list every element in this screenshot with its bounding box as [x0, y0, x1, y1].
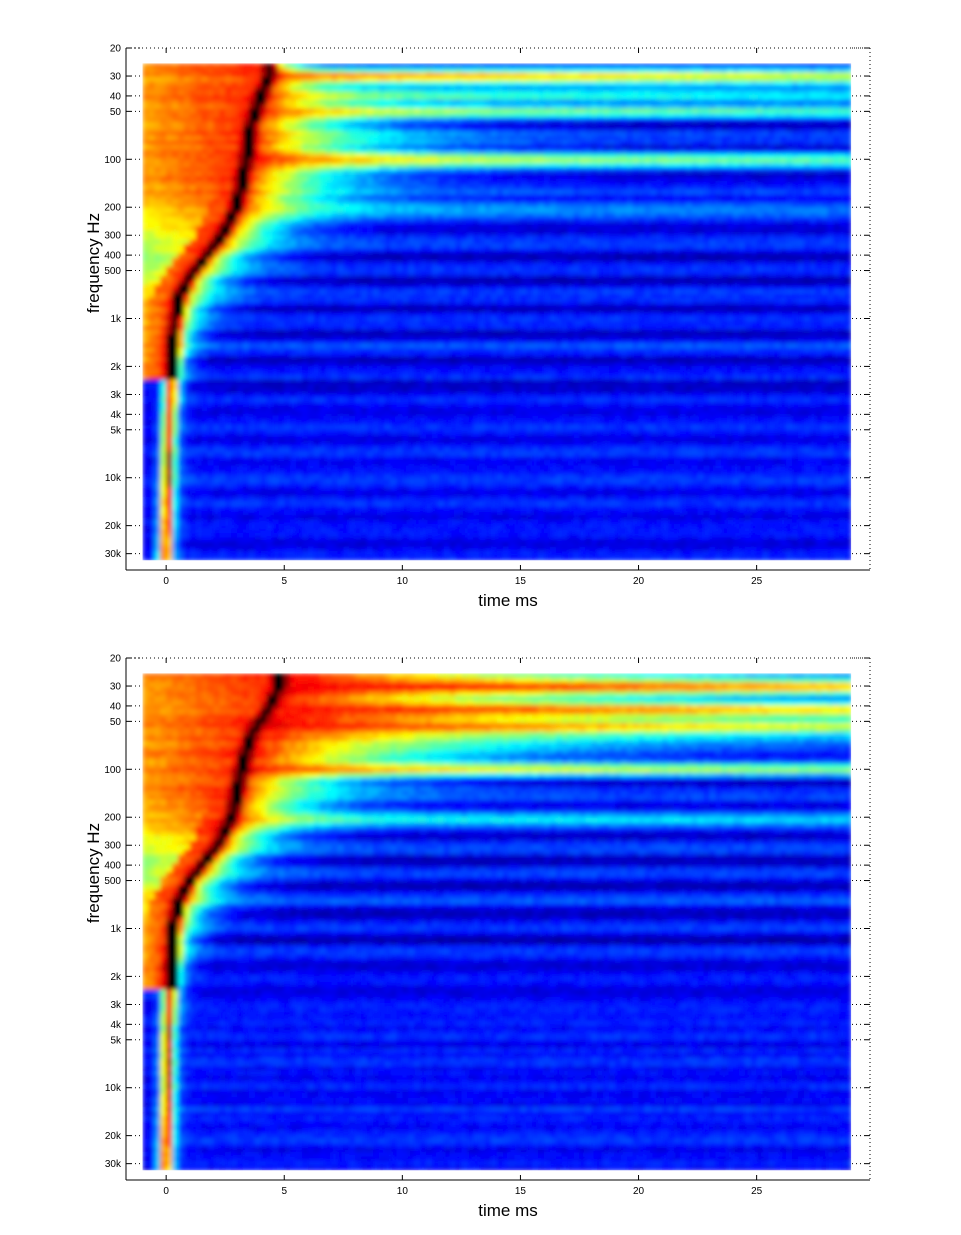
y-tick-label: 50: [110, 107, 122, 118]
y-tick-label: 3k: [110, 1000, 122, 1011]
y-tick-label: 1k: [110, 314, 122, 325]
heatmap-image: [142, 673, 852, 1171]
y-tick-label: 20: [110, 654, 122, 665]
y-axis-label: frequency Hz: [84, 823, 103, 923]
y-tick-label: 20k: [105, 521, 122, 532]
x-tick-label: 15: [515, 576, 527, 587]
y-tick-label: 100: [104, 765, 121, 776]
x-tick-label: 0: [163, 576, 169, 587]
y-tick-label: 400: [104, 251, 121, 262]
y-tick-label: 40: [110, 91, 122, 102]
y-axis-ticks: 20 30 40 50 100 200 300 400 500 1k 2k 3k 4k 5k 10k 20k 3…: [104, 44, 870, 560]
y-tick-label: 500: [104, 266, 121, 277]
y-tick-label: 20k: [105, 1131, 122, 1142]
x-axis-ticks: 0 5 10 15 20 25: [163, 658, 763, 1197]
grid-lines: [125, 47, 871, 571]
y-tick-label: 300: [104, 231, 121, 242]
x-axis-ticks: 0 5 10 15 20 25: [163, 48, 763, 587]
y-tick-label: 30k: [105, 1159, 122, 1170]
y-tick-label: 10k: [105, 1083, 122, 1094]
y-tick-label: 100: [104, 155, 121, 166]
x-tick-label: 10: [397, 576, 409, 587]
y-tick-label: 2k: [110, 362, 122, 373]
y-tick-label: 10k: [105, 473, 122, 484]
y-tick-label: 4k: [110, 1020, 122, 1031]
spectrogram-panel-top: 0 5 10 15 20 25 20 30 40 50 100 200 300 400 500 1k 2k 3k…: [84, 44, 871, 610]
y-tick-label: 30: [110, 72, 122, 83]
x-tick-label: 20: [633, 576, 645, 587]
y-tick-label: 500: [104, 876, 121, 887]
grid-lines: [125, 657, 871, 1181]
y-tick-label: 30: [110, 682, 122, 693]
x-tick-label: 5: [281, 576, 287, 587]
y-axis-ticks: 20 30 40 50 100 200 300 400 500 1k 2k 3k 4k 5k 10k 20k 3…: [104, 654, 870, 1170]
x-tick-label: 15: [515, 1186, 527, 1197]
x-tick-label: 5: [281, 1186, 287, 1197]
x-tick-label: 0: [163, 1186, 169, 1197]
y-tick-label: 50: [110, 717, 122, 728]
y-tick-label: 40: [110, 701, 122, 712]
heatmap-image: [142, 63, 852, 561]
y-tick-label: 1k: [110, 924, 122, 935]
y-tick-label: 2k: [110, 972, 122, 983]
y-tick-label: 300: [104, 841, 121, 852]
y-tick-label: 200: [104, 203, 121, 214]
x-tick-label: 20: [633, 1186, 645, 1197]
y-tick-label: 200: [104, 813, 121, 824]
y-axis-label: frequency Hz: [84, 213, 103, 313]
x-tick-label: 25: [751, 1186, 763, 1197]
y-tick-label: 30k: [105, 549, 122, 560]
spectrogram-panel-bottom: 0 5 10 15 20 25 20 30 40 50 100 200 300 400 500 1k 2k 3k…: [84, 654, 871, 1220]
y-tick-label: 400: [104, 861, 121, 872]
y-tick-label: 5k: [110, 425, 122, 436]
x-tick-label: 25: [751, 576, 763, 587]
x-axis-label: time ms: [478, 591, 538, 610]
y-tick-label: 20: [110, 44, 122, 55]
y-tick-label: 5k: [110, 1035, 122, 1046]
y-tick-label: 3k: [110, 390, 122, 401]
x-axis-label: time ms: [478, 1201, 538, 1220]
y-tick-label: 4k: [110, 410, 122, 421]
x-tick-label: 10: [397, 1186, 409, 1197]
